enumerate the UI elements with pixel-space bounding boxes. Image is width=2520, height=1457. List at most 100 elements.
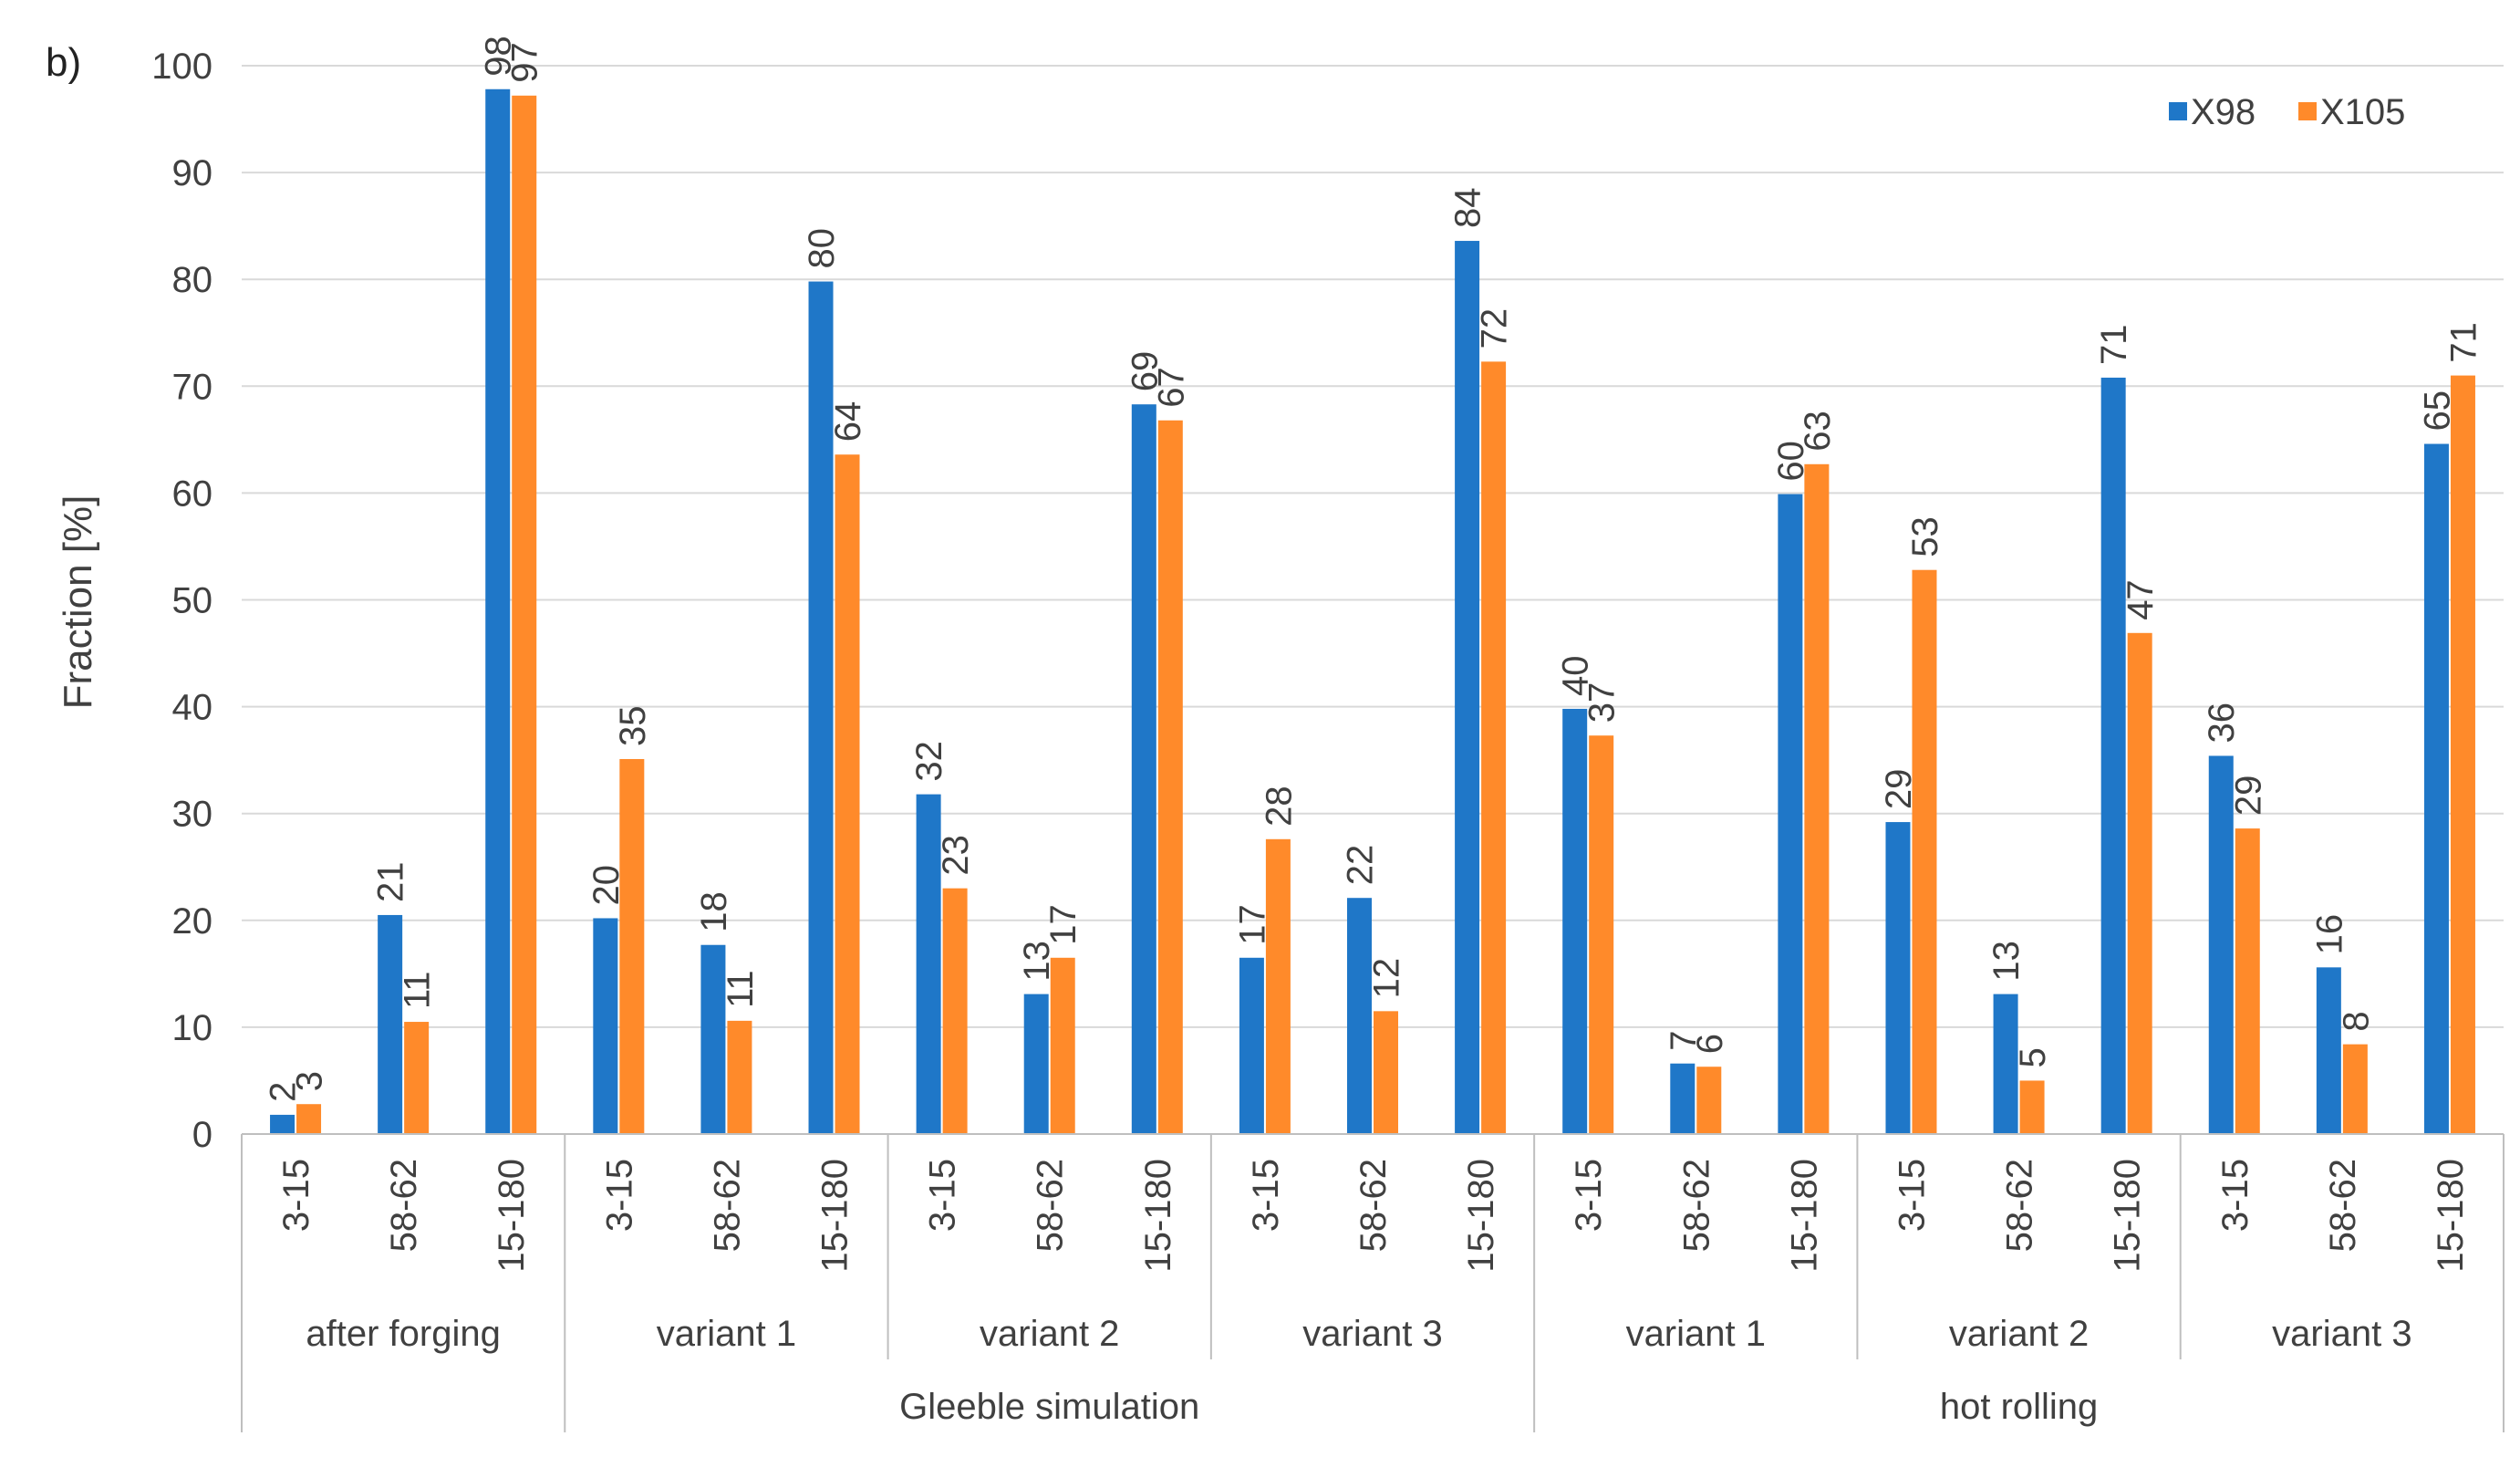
bar-x105 [1804,463,1830,1135]
data-label-x98: 60 [1771,441,1811,482]
bar-x98 [2208,755,2234,1134]
data-label-x98: 7 [1664,1030,1704,1050]
y-tick-label: 90 [172,153,213,193]
x-tick-label: 58-62 [707,1159,747,1252]
bar-x98 [1885,822,1911,1134]
bar-x105 [619,758,645,1134]
data-label-x98: 29 [1879,769,1919,810]
data-label-x105: 17 [1043,904,1084,945]
bar-x105 [1589,735,1614,1134]
x-tick-label: 15-180 [1784,1159,1824,1273]
data-label-x105: 47 [2121,579,2161,620]
x-tick-label: 3-15 [276,1159,316,1232]
x-tick-label: 3-15 [599,1159,639,1232]
x-tick-label: 3-15 [1892,1159,1932,1232]
bar-x105 [2019,1080,2045,1134]
data-label-x98: 21 [371,861,411,902]
bar-x105 [2450,375,2475,1135]
x-tick-label: 58-62 [384,1159,424,1252]
data-label-x105: 63 [1798,411,1838,451]
data-label-x105: 72 [1475,308,1515,349]
bar-x105 [942,888,968,1134]
data-label-x98: 13 [1017,941,1057,982]
bar-x98 [593,918,618,1134]
group-label: variant 2 [1949,1314,2089,1354]
x-tick-label: 3-15 [923,1159,963,1232]
bar-x105 [1374,1011,1398,1134]
bar-x98 [1670,1063,1696,1134]
x-tick-label: 3-15 [1569,1159,1609,1232]
data-label-x98: 17 [1232,904,1272,945]
bar-x105 [1157,420,1183,1135]
bar-x105 [727,1020,752,1134]
data-label-x105: 97 [505,42,545,83]
bar-x98 [1993,994,2018,1134]
y-axis-title: Fraction [%] [56,495,100,710]
data-label-x98: 84 [1448,188,1488,229]
data-label-x105: 35 [613,705,653,746]
y-tick-label: 100 [151,47,213,87]
bar-x98 [1131,404,1156,1134]
x-tick-label: 58-62 [1353,1159,1394,1252]
legend-label-x98: X98 [2191,92,2256,132]
bar-x98 [2316,967,2341,1134]
x-tick-label: 3-15 [1246,1159,1286,1232]
data-label-x98: 13 [1986,941,2027,982]
x-tick-label: 15-180 [2108,1159,2148,1273]
data-label-x105: 11 [721,970,761,1008]
bar-x98 [1455,241,1480,1134]
data-label-x105: 23 [936,835,976,876]
group-label: after forging [306,1314,500,1354]
bar-x98 [485,88,511,1135]
supergroup-label: hot rolling [1940,1387,2098,1427]
y-tick-label: 80 [172,260,213,300]
legend: X98 X105 [2169,92,2405,132]
data-label-x105: 11 [398,972,438,1010]
y-tick-label: 0 [192,1115,213,1155]
data-label-x98: 40 [1556,655,1596,696]
bar-x98 [808,281,834,1134]
data-label-x105: 8 [2336,1011,2376,1031]
bar-x105 [835,454,860,1134]
data-label-x98: 69 [1125,351,1165,392]
x-tick-label: 15-180 [815,1159,856,1273]
panel-label: b) [46,40,82,85]
group-label: variant 3 [2272,1314,2411,1354]
bar-x98 [270,1114,296,1134]
data-label-x98: 32 [909,741,949,782]
bar-x98 [2100,377,2126,1134]
data-label-x105: 53 [1905,516,1945,557]
supergroup-label: Gleeble simulation [899,1387,1199,1427]
y-axis: 0 10 20 30 40 50 60 70 80 90 100 [151,47,213,1155]
bar-x98 [1347,898,1372,1134]
x-tick-label: 15-180 [492,1159,532,1273]
y-tick-label: 40 [172,688,213,728]
bar-x105 [1912,569,1937,1134]
data-label-x105: 37 [1582,682,1623,723]
legend-swatch-x98 [2169,102,2187,120]
bar-x105 [2342,1044,2368,1134]
data-label-x105: 67 [1151,367,1191,408]
y-tick-label: 70 [172,367,213,407]
y-tick-label: 60 [172,474,213,514]
x-tick-label: 15-180 [1461,1159,1501,1273]
bar-x98 [378,914,403,1134]
bar-x105 [1050,957,1075,1134]
bar-x98 [1239,957,1264,1134]
data-label-x98: 65 [2417,390,2457,432]
bar-x105 [512,95,537,1135]
data-label-x98: 71 [2094,324,2134,365]
x-axis: 3-15 58-62 15-180 3-15 58-62 15-180 3-15 58-62 1… [241,1133,2504,1432]
y-tick-label: 30 [172,795,213,835]
bar-x105 [2235,828,2260,1134]
group-label: variant 1 [1626,1314,1766,1354]
data-label-x98: 20 [586,865,627,906]
data-label-x98: 2 [264,1082,304,1102]
data-label-x105: 28 [1259,786,1299,827]
data-label-x98: 98 [479,36,519,77]
x-tick-label: 15-180 [2431,1159,2471,1273]
bar-x98 [916,794,941,1134]
legend-label-x105: X105 [2320,92,2405,132]
bar-x105 [296,1104,322,1134]
